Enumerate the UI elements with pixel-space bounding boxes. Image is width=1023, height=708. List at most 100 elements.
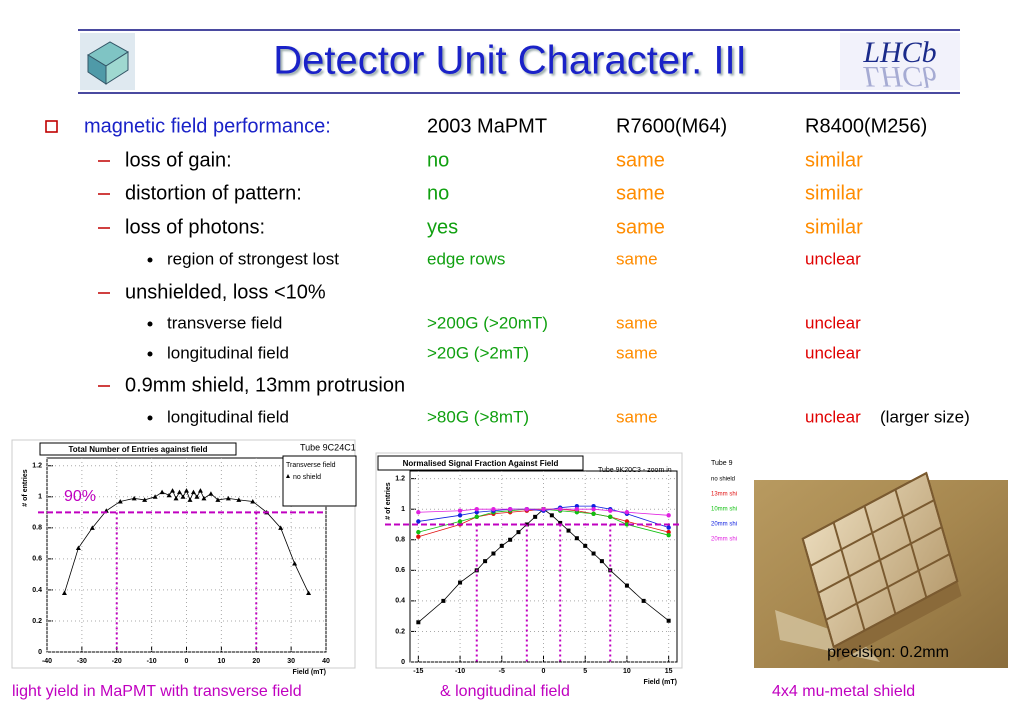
x-tick-label: -15 <box>413 668 423 675</box>
point <box>641 598 646 603</box>
x-tick-label: 0 <box>542 668 546 675</box>
x-tick-label: -5 <box>499 668 505 675</box>
x-tick-label: -20 <box>112 658 122 665</box>
point <box>180 494 186 499</box>
table-cell: unclear <box>805 343 861 362</box>
point <box>508 537 513 542</box>
table-cell: same <box>616 149 665 171</box>
point <box>557 507 563 512</box>
table-cell: R7600(M64) <box>616 115 727 137</box>
point <box>250 498 256 504</box>
point <box>208 491 214 496</box>
point <box>549 513 554 518</box>
point <box>416 529 421 535</box>
dot-bullet <box>147 257 153 263</box>
x-tick-label: 10 <box>623 668 631 675</box>
y-axis-label: # of entries <box>22 469 29 506</box>
chart-title: Total Number of Entries against field <box>69 445 208 454</box>
y-tick-label: 0 <box>38 649 42 656</box>
row-label: unshielded, loss <10% <box>125 281 326 303</box>
point <box>591 503 596 509</box>
point <box>483 559 488 564</box>
table-cell: same <box>616 407 658 426</box>
point <box>608 508 613 513</box>
point <box>142 497 148 502</box>
point <box>666 618 671 623</box>
dot-bullet <box>147 415 153 421</box>
row-label: loss of photons: <box>125 216 265 238</box>
point <box>416 519 421 524</box>
point <box>591 507 596 512</box>
point <box>177 489 183 495</box>
y-tick-label: 0.8 <box>32 525 42 532</box>
point <box>75 545 81 551</box>
table-cell: unclear <box>805 249 861 268</box>
y-tick-label: 0.4 <box>32 587 42 594</box>
x-tick-label: -10 <box>455 668 465 675</box>
legend-entry: no shield <box>293 474 321 481</box>
point <box>583 543 588 548</box>
point <box>152 494 158 499</box>
shield-wall <box>925 472 959 582</box>
point <box>457 513 463 518</box>
point <box>184 488 189 493</box>
point <box>474 507 479 512</box>
point <box>201 495 207 501</box>
point <box>236 497 242 502</box>
y-tick-label: 1.2 <box>32 463 42 470</box>
point <box>591 511 596 516</box>
point <box>574 536 579 541</box>
point <box>558 520 563 525</box>
point <box>624 519 630 524</box>
y-tick-label: 0.4 <box>395 598 405 605</box>
point <box>474 514 479 520</box>
table-cell: >200G (>20mT) <box>427 313 548 332</box>
point <box>666 513 671 518</box>
caption: & longitudinal field <box>440 683 570 700</box>
dot-bullet <box>147 321 153 327</box>
point <box>458 580 463 585</box>
legend-title: Transverse field <box>286 462 336 469</box>
table-cell: similar <box>805 216 863 238</box>
point <box>516 530 521 535</box>
point <box>507 507 513 512</box>
table-cell: same <box>616 182 665 204</box>
legend-entry: 20mm shi <box>711 537 737 543</box>
point <box>591 551 596 556</box>
table-cell: unclear <box>805 313 861 332</box>
chart-title-box <box>39 442 237 456</box>
point <box>666 532 671 538</box>
plot-frame <box>409 470 678 663</box>
point <box>474 510 479 515</box>
photo-caption: precision: 0.2mm <box>827 644 949 661</box>
y-tick-label: 1 <box>401 506 405 513</box>
row-label: distortion of pattern: <box>125 182 302 204</box>
table-cell: same <box>616 313 658 332</box>
point <box>574 503 580 509</box>
photo <box>754 471 1008 668</box>
point <box>524 507 530 512</box>
point <box>292 561 298 566</box>
table-cell: unclear <box>805 407 861 426</box>
point <box>533 514 538 519</box>
annotation: 90% <box>64 488 96 505</box>
point <box>159 489 165 495</box>
table-cell: (larger size) <box>880 407 970 426</box>
point <box>173 495 179 501</box>
table-cell: >20G (>2mT) <box>427 343 529 362</box>
point <box>197 488 203 493</box>
shield-wall <box>833 580 958 648</box>
shield-wall <box>817 526 943 594</box>
point <box>574 510 580 515</box>
row-label: transverse field <box>167 313 282 332</box>
point <box>61 590 67 596</box>
caption: light yield in MaPMT with transverse fie… <box>12 683 302 700</box>
point <box>608 514 613 520</box>
point <box>117 498 123 504</box>
point <box>624 522 630 527</box>
table-cell: same <box>616 343 658 362</box>
point <box>416 510 421 515</box>
point <box>278 525 284 530</box>
x-tick-label: -40 <box>42 658 52 665</box>
